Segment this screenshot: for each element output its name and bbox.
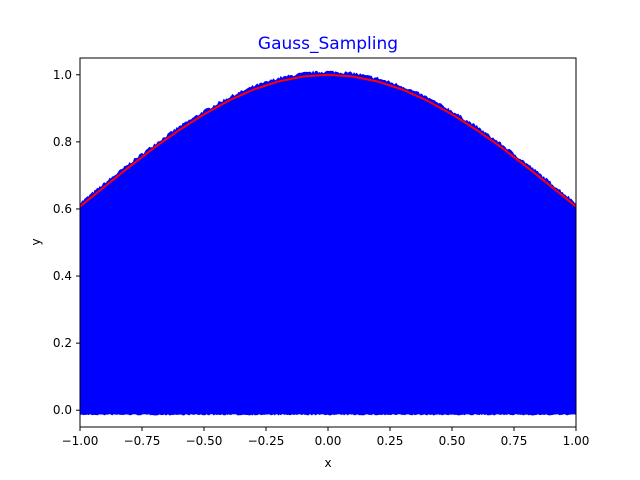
gaussian-curve-series — [80, 73, 576, 208]
y-tick-label: 0.2 — [53, 336, 72, 350]
x-tick-label: 1.00 — [563, 434, 590, 448]
x-tick-label: −0.25 — [248, 434, 285, 448]
chart-title: Gauss_Sampling — [258, 34, 398, 54]
y-tick-label: 1.0 — [53, 68, 72, 82]
x-tick-label: −0.75 — [124, 434, 161, 448]
plot-area — [80, 70, 576, 416]
x-tick-label: 0.75 — [501, 434, 528, 448]
x-tick-label: −1.00 — [62, 434, 99, 448]
x-tick-label: 0.50 — [439, 434, 466, 448]
x-axis-label: x — [324, 456, 331, 470]
axes: −1.00 −0.75 −0.50 −0.25 0.00 0.25 0.50 0.75 1.00… — [53, 57, 590, 448]
y-tick-label: 0.4 — [53, 269, 72, 283]
y-tick-label: 0.0 — [53, 403, 72, 417]
y-axis-label: y — [29, 238, 43, 245]
x-tick-label: −0.50 — [186, 434, 223, 448]
x-tick-label: 0.00 — [315, 434, 342, 448]
x-tick-label: 0.25 — [377, 434, 404, 448]
y-tick-label: 0.8 — [53, 135, 72, 149]
y-tick-label: 0.6 — [53, 202, 72, 216]
sampled-area-series — [80, 70, 576, 416]
